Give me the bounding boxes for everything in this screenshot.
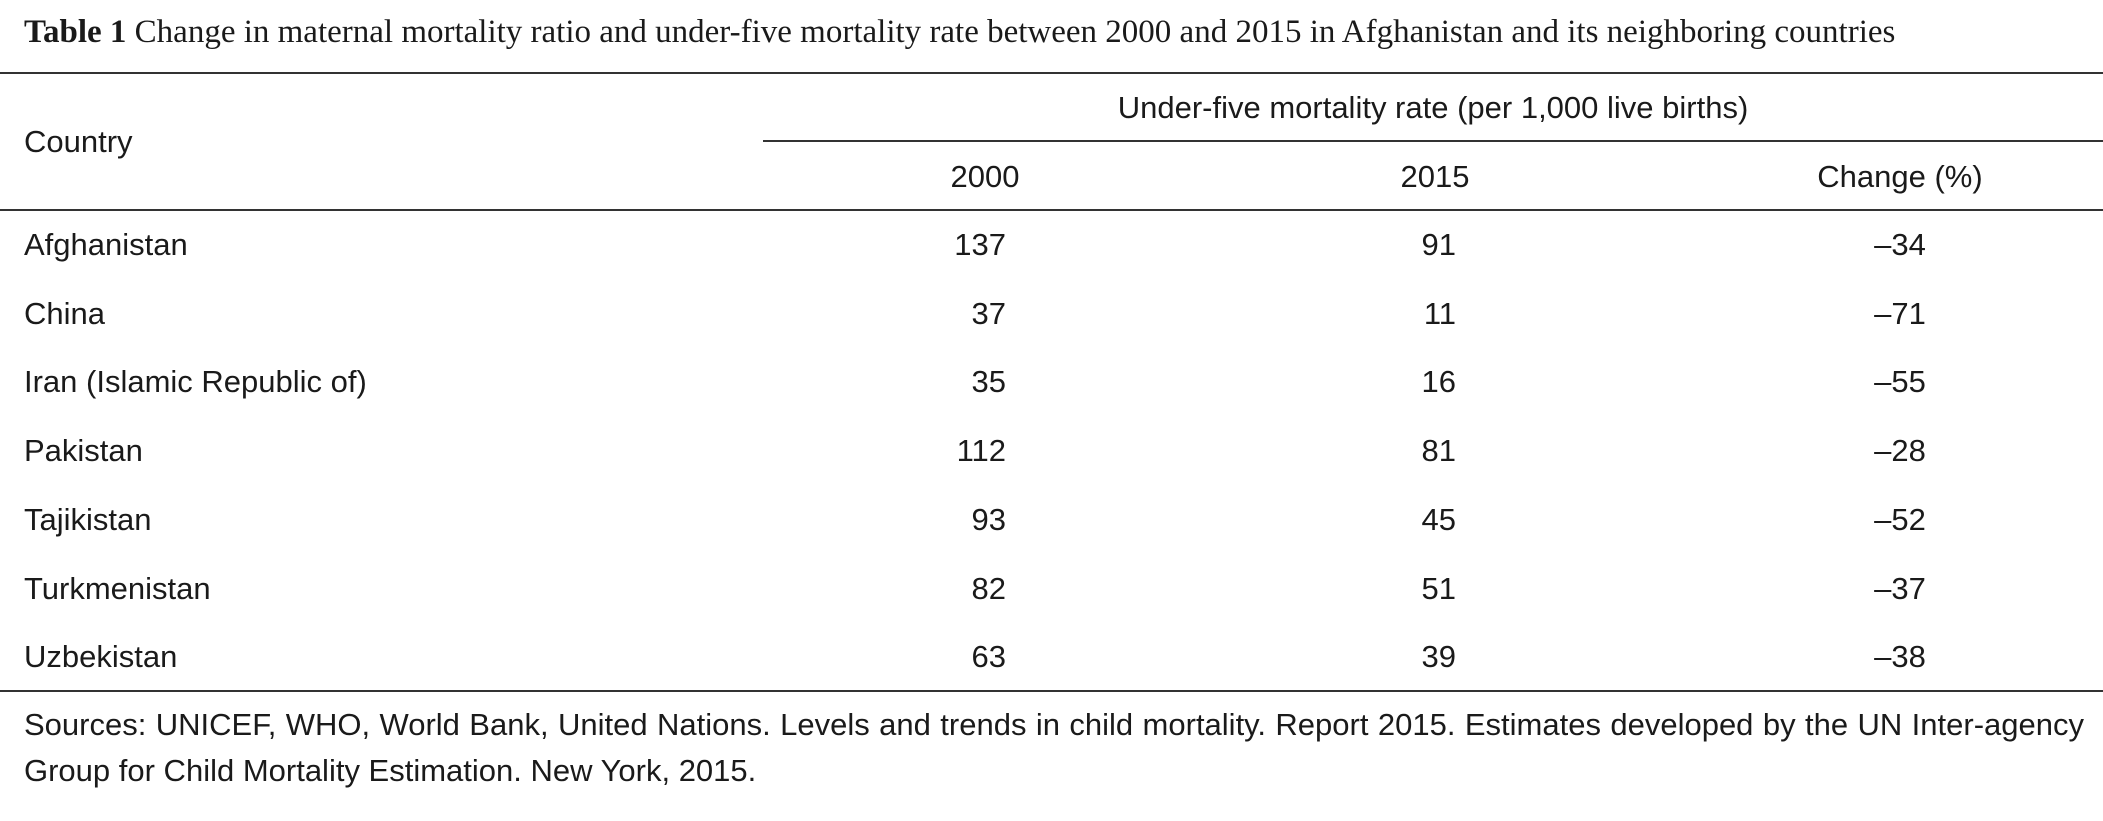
cell-2000: 93	[971, 502, 1006, 537]
cell-country: Pakistan	[24, 433, 143, 468]
cell-change: –34	[1874, 227, 1926, 262]
cell-2000: 37	[971, 296, 1006, 331]
top-rule	[0, 72, 2103, 74]
header-2015: 2015	[1400, 159, 1470, 194]
cell-2015: 45	[1421, 502, 1456, 537]
cell-2015: 11	[1423, 296, 1456, 331]
header-change: Change (%)	[1817, 159, 1983, 194]
cell-2000: 35	[971, 364, 1006, 399]
table-caption-text: Change in maternal mortality ratio and u…	[134, 14, 1896, 50]
cell-2015: 81	[1421, 433, 1456, 468]
cell-change: –52	[1874, 502, 1926, 537]
cell-country: Turkmenistan	[24, 571, 211, 606]
header-2000: 2000	[950, 159, 1020, 194]
cell-change: –55	[1874, 364, 1926, 399]
header-group: Under-five mortality rate (per 1,000 liv…	[1117, 90, 1749, 125]
header-country: Country	[24, 124, 133, 159]
bottom-rule	[0, 690, 2103, 692]
table-label: Table 1	[24, 14, 127, 50]
cell-2000: 63	[971, 639, 1006, 674]
group-rule	[763, 140, 2103, 142]
cell-country: Tajikistan	[24, 502, 152, 537]
cell-country: China	[24, 296, 105, 331]
table-footnote: Sources: UNICEF, WHO, World Bank, United…	[24, 707, 2084, 788]
cell-country: Afghanistan	[24, 227, 188, 262]
cell-2015: 51	[1421, 571, 1456, 606]
cell-change: –28	[1874, 433, 1926, 468]
cell-country: Iran (Islamic Republic of)	[24, 364, 367, 399]
cell-change: –38	[1874, 639, 1926, 674]
cell-2000: 137	[954, 227, 1006, 262]
header-rule	[0, 209, 2103, 211]
cell-2000: 82	[971, 571, 1006, 606]
cell-country: Uzbekistan	[24, 639, 178, 674]
cell-change: –37	[1874, 571, 1926, 606]
cell-2015: 16	[1421, 364, 1456, 399]
table-caption: Table 1 Change in maternal mortality rat…	[24, 14, 1895, 51]
cell-2015: 39	[1421, 639, 1456, 674]
cell-change: –71	[1874, 296, 1926, 331]
cell-2015: 91	[1421, 227, 1456, 262]
cell-2000: 112	[956, 433, 1006, 468]
